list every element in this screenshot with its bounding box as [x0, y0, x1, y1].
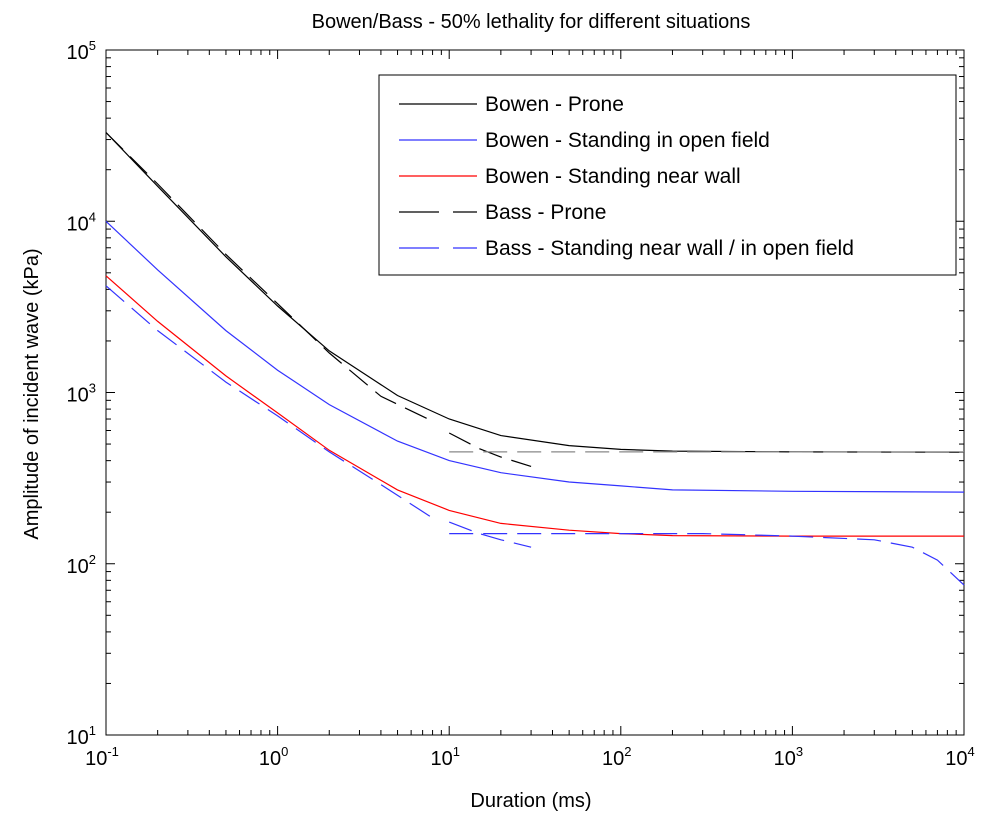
x-tick-label: 101 [430, 744, 459, 770]
x-tick-label: 103 [774, 744, 803, 770]
legend-label: Bass - Prone [485, 201, 606, 224]
y-tick-label: 101 [67, 723, 96, 749]
series-line-5 [448, 521, 532, 548]
series-line-1 [105, 220, 965, 493]
series-line-2 [105, 275, 964, 537]
y-tick-label: 104 [67, 209, 96, 235]
series-line-5 [105, 285, 433, 519]
series-line-3 [105, 132, 433, 422]
series-line-0 [105, 132, 965, 453]
legend-label: Bowen - Standing in open field [485, 129, 770, 152]
x-tick-label: 10-1 [85, 744, 119, 770]
legend-box [378, 74, 957, 276]
legend-label: Bowen - Standing near wall [485, 165, 741, 188]
x-tick-label: 102 [602, 744, 631, 770]
y-tick-label: 103 [67, 381, 96, 407]
chart-title: Bowen/Bass - 50% lethality for different… [312, 11, 751, 33]
legend-label: Bowen - Prone [485, 93, 624, 116]
series-line-3 [448, 432, 532, 467]
x-tick-label: 100 [259, 744, 288, 770]
series-line-5 [449, 533, 965, 586]
y-tick-label: 105 [67, 38, 96, 64]
y-tick-label: 102 [67, 552, 96, 578]
x-axis-label: Duration (ms) [470, 790, 591, 812]
y-axis-label: Amplitude of incident wave (kPa) [21, 248, 43, 539]
legend-label: Bass - Standing near wall / in open fiel… [485, 237, 854, 260]
x-tick-label: 104 [945, 744, 974, 770]
